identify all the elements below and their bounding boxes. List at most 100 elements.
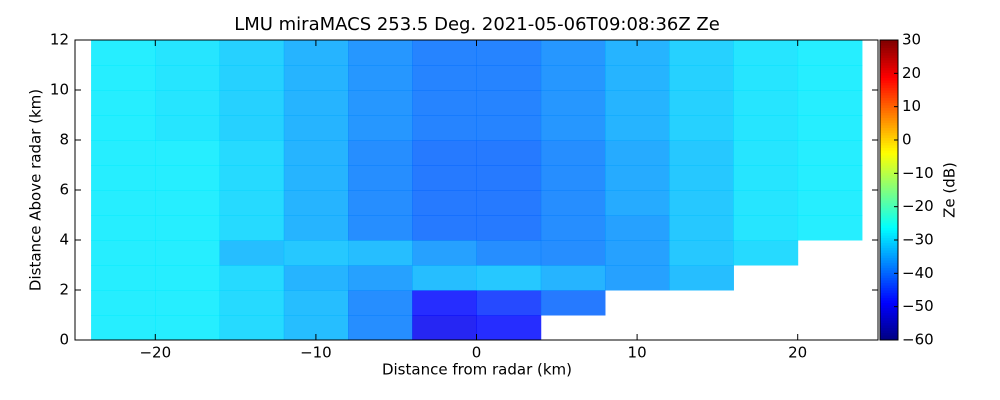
colorbar-segment [880,127,898,131]
reflectivity-cell [669,240,734,266]
reflectivity-cell [540,290,606,316]
reflectivity-cell [476,215,542,241]
colorbar-segment [880,265,898,268]
reflectivity-cell [540,240,606,266]
reflectivity-cell [155,90,221,116]
colorbar-segment [880,122,898,126]
reflectivity-cell [155,190,221,216]
colorbar-segment [880,50,898,53]
colorbar-segment [880,225,898,228]
colorbar-segment [880,160,898,163]
colorbar-tick-label: −20 [902,197,934,215]
colorbar-segment [880,97,898,101]
colorbar-segment [880,287,898,291]
reflectivity-cell [155,165,221,191]
colorbar-segment [880,312,898,316]
colorbar-tick-label: 10 [902,97,921,115]
reflectivity-cell [348,265,413,291]
colorbar-segment [880,202,898,206]
reflectivity-cell [155,140,221,166]
colorbar-segment [880,107,898,111]
x-tick-label: −20 [139,344,171,362]
reflectivity-cell [733,165,799,191]
colorbar-segment [880,90,898,93]
colorbar-segment [880,77,898,81]
reflectivity-cell [733,115,799,141]
reflectivity-cell [412,165,477,191]
colorbar-segment [880,332,898,336]
x-tick-label: 20 [788,344,807,362]
reflectivity-cell [91,265,156,291]
y-tick-label: 6 [59,181,69,199]
colorbar-segment [880,110,898,113]
colorbar-segment [880,272,898,276]
colorbar-segment [880,255,898,258]
colorbar-segment [880,75,898,78]
colorbar-segment [880,177,898,181]
reflectivity-cell [604,115,670,141]
y-tick-label: 2 [59,281,69,299]
colorbar-segment [880,252,898,256]
reflectivity-cell [283,190,349,216]
colorbar-segment [880,212,898,216]
colorbar-segment [880,240,898,243]
colorbar-segment [880,227,898,231]
colorbar-segment [880,337,898,341]
reflectivity-cell [669,140,734,166]
colorbar-segment [880,100,898,103]
reflectivity-cell [348,290,413,316]
colorbar-segment [880,235,898,238]
colorbar-segment [880,192,898,196]
reflectivity-cell [219,165,285,191]
x-tick-label: 0 [472,344,482,362]
chart-title: LMU miraMACS 253.5 Deg. 2021-05-06T09:08… [234,14,720,35]
reflectivity-cell [476,315,542,341]
reflectivity-cell [155,240,221,266]
reflectivity-cell [476,240,542,266]
colorbar-tick-label: −40 [902,264,934,282]
reflectivity-cell [219,65,285,91]
colorbar-segment [880,45,898,48]
colorbar-segment [880,317,898,321]
colorbar-segment [880,162,898,166]
reflectivity-cell [348,315,413,341]
reflectivity-cell [283,240,349,266]
reflectivity-cell [412,40,477,66]
reflectivity-cell [412,190,477,216]
reflectivity-cell [91,215,156,241]
colorbar-segment [880,335,898,338]
reflectivity-cell [733,215,799,241]
reflectivity-cell [283,115,349,141]
reflectivity-cell [283,265,349,291]
reflectivity-cell [540,90,606,116]
reflectivity-cell [476,290,542,316]
reflectivity-cell [476,65,542,91]
colorbar-segment [880,175,898,178]
colorbar-segment [880,197,898,201]
reflectivity-cell [669,90,734,116]
colorbar-segment [880,117,898,121]
reflectivity-cell [155,265,221,291]
y-tick-label: 12 [50,31,69,49]
colorbar-segment [880,165,898,168]
reflectivity-cell [669,40,734,66]
colorbar-segment [880,85,898,88]
colorbar-segment [880,190,898,193]
colorbar-segment [880,155,898,158]
reflectivity-cell [91,65,156,91]
colorbar-segment [880,132,898,136]
reflectivity-cell [91,165,156,191]
reflectivity-cell [348,190,413,216]
colorbar-segment [880,215,898,218]
colorbar-label: Ze (dB) [941,162,959,218]
reflectivity-cell [476,140,542,166]
colorbar-segment [880,302,898,306]
colorbar-segment [880,137,898,141]
reflectivity-cell [412,315,477,341]
colorbar-segment [880,182,898,186]
colorbar-segment [880,210,898,213]
reflectivity-cell [412,215,477,241]
colorbar-segment [880,40,898,43]
reflectivity-cell [219,215,285,241]
reflectivity-cell [540,40,606,66]
